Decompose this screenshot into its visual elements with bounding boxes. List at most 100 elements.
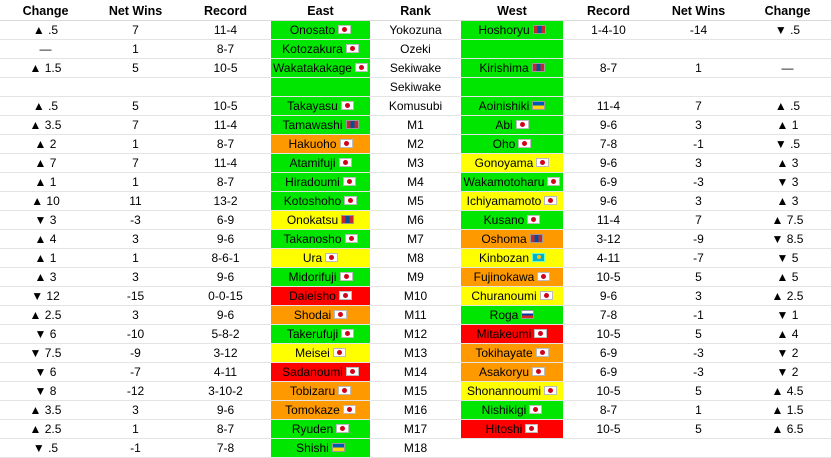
header-west: West xyxy=(461,1,564,21)
west-wrestler: Asakoryu xyxy=(479,365,529,379)
rank: Sekiwake xyxy=(371,59,461,78)
east-wrestler-cell: Wakatakakage xyxy=(271,59,371,78)
change-west xyxy=(744,40,831,59)
east-wrestler: Ura xyxy=(303,251,322,265)
rank: M10 xyxy=(371,287,461,306)
net-wins-east: -7 xyxy=(91,363,181,382)
change-west xyxy=(744,439,831,458)
rank: M15 xyxy=(371,382,461,401)
east-wrestler-cell: Shishi xyxy=(271,439,371,458)
japan-flag-icon xyxy=(333,348,346,357)
net-wins-east: -12 xyxy=(91,382,181,401)
net-wins-east: 3 xyxy=(91,230,181,249)
net-wins-west: 3 xyxy=(654,116,744,135)
net-wins-east: -15 xyxy=(91,287,181,306)
change-east: — xyxy=(1,40,91,59)
record-east: 9-6 xyxy=(181,306,271,325)
east-wrestler: Wakatakakage xyxy=(273,61,352,75)
record-east: 10-5 xyxy=(181,59,271,78)
japan-flag-icon xyxy=(340,272,353,281)
west-wrestler-cell: Aoinishiki xyxy=(461,97,564,116)
change-west: ▲ 3 xyxy=(744,192,831,211)
record-west: 9-6 xyxy=(564,287,654,306)
west-wrestler: Aoinishiki xyxy=(479,99,530,113)
mongolia-flag-icon xyxy=(341,215,354,224)
record-west: 4-11 xyxy=(564,249,654,268)
change-west xyxy=(744,78,831,97)
west-wrestler-cell: Abi xyxy=(461,116,564,135)
net-wins-west xyxy=(654,78,744,97)
net-wins-west: -14 xyxy=(654,21,744,40)
rank: Ozeki xyxy=(371,40,461,59)
japan-flag-icon xyxy=(345,234,358,243)
rank: Yokozuna xyxy=(371,21,461,40)
japan-flag-icon xyxy=(344,196,357,205)
header-east: East xyxy=(271,1,371,21)
net-wins-west: 3 xyxy=(654,154,744,173)
net-wins-east: 1 xyxy=(91,420,181,439)
change-west: ▲ 3 xyxy=(744,154,831,173)
mongolia-flag-icon xyxy=(532,63,545,72)
header-net-wins-west: Net Wins xyxy=(654,1,744,21)
net-wins-west: 7 xyxy=(654,97,744,116)
record-east: 9-6 xyxy=(181,401,271,420)
west-wrestler: Kinbozan xyxy=(479,251,529,265)
west-wrestler-cell: Nishikigi xyxy=(461,401,564,420)
japan-flag-icon xyxy=(339,291,352,300)
east-wrestler: Onokatsu xyxy=(287,213,338,227)
net-wins-east: -10 xyxy=(91,325,181,344)
west-wrestler: Oho xyxy=(493,137,516,151)
japan-flag-icon xyxy=(346,44,359,53)
record-east: 11-4 xyxy=(181,21,271,40)
record-east xyxy=(181,78,271,97)
record-east: 8-7 xyxy=(181,173,271,192)
east-wrestler-cell: Takanosho xyxy=(271,230,371,249)
russia-flag-icon xyxy=(521,310,534,319)
mongolia-flag-icon xyxy=(346,120,359,129)
west-wrestler: Mitakeumi xyxy=(477,327,532,341)
net-wins-west: -1 xyxy=(654,135,744,154)
change-west: ▼ 3 xyxy=(744,173,831,192)
record-west: 10-5 xyxy=(564,325,654,344)
record-east: 3-10-2 xyxy=(181,382,271,401)
east-wrestler-cell: Hiradoumi xyxy=(271,173,371,192)
west-wrestler: Kusano xyxy=(484,213,525,227)
change-west: ▲ 1 xyxy=(744,116,831,135)
record-east: 10-5 xyxy=(181,97,271,116)
west-wrestler: Wakamotoharu xyxy=(464,175,545,189)
west-wrestler-cell: Mitakeumi xyxy=(461,325,564,344)
rank: Sekiwake xyxy=(371,78,461,97)
rank: M12 xyxy=(371,325,461,344)
change-east: ▼ 6 xyxy=(1,363,91,382)
change-east: ▲ 10 xyxy=(1,192,91,211)
rank: M14 xyxy=(371,363,461,382)
record-west: 9-6 xyxy=(564,192,654,211)
record-west: 11-4 xyxy=(564,97,654,116)
change-west: ▼ 1 xyxy=(744,306,831,325)
record-east: 9-6 xyxy=(181,230,271,249)
table-row: Sekiwake xyxy=(1,78,831,97)
rank: M5 xyxy=(371,192,461,211)
rank: M3 xyxy=(371,154,461,173)
rank: Komusubi xyxy=(371,97,461,116)
ukraine-flag-icon xyxy=(332,443,345,452)
net-wins-west: 3 xyxy=(654,192,744,211)
east-wrestler-cell: Kotozakura xyxy=(271,40,371,59)
japan-flag-icon xyxy=(534,329,547,338)
change-west: ▼ 2 xyxy=(744,363,831,382)
west-wrestler-cell: Kusano xyxy=(461,211,564,230)
east-wrestler-cell: Daieisho xyxy=(271,287,371,306)
record-east: 4-11 xyxy=(181,363,271,382)
west-wrestler: Roga xyxy=(490,308,519,322)
west-wrestler: Hoshoryu xyxy=(478,23,529,37)
header-change-east: Change xyxy=(1,1,91,21)
west-wrestler-cell: Roga xyxy=(461,306,564,325)
net-wins-east: 7 xyxy=(91,154,181,173)
japan-flag-icon xyxy=(334,310,347,319)
record-west: 10-5 xyxy=(564,382,654,401)
